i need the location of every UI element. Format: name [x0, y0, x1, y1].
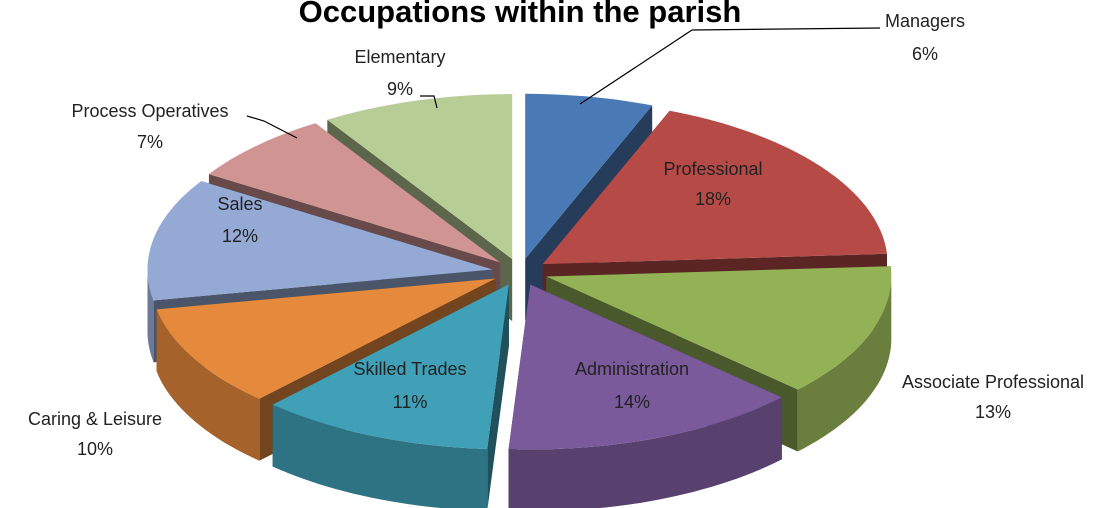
slice: [156, 278, 496, 399]
slice-label: Sales: [217, 194, 262, 214]
leader-line: [246, 115, 298, 139]
slice-value-label: 13%: [975, 402, 1011, 422]
slice: [525, 93, 653, 259]
slice-value-label: 18%: [695, 189, 731, 209]
slice-value-label: 14%: [614, 392, 650, 412]
slice-value-label: 12%: [222, 226, 258, 246]
slice-value-label: 7%: [137, 132, 163, 152]
slice: [508, 284, 782, 450]
slice-value-label: 10%: [77, 439, 113, 459]
slice-value-label: 9%: [387, 79, 413, 99]
slice-value-label: 11%: [393, 392, 428, 412]
slice-label: Process Operatives: [71, 101, 228, 121]
slice: [147, 181, 493, 301]
slice-wall: [797, 276, 892, 452]
slice-label: Administration: [575, 359, 689, 379]
leader-line: [579, 27, 881, 105]
slice-label: Skilled Trades: [353, 359, 466, 379]
slice-wall: [147, 269, 154, 363]
slice: [208, 123, 501, 263]
slice-wall: [156, 309, 260, 461]
slice-label: Elementary: [354, 47, 445, 67]
slice-wall: [272, 404, 488, 508]
slice: [542, 110, 887, 265]
slice-label: Caring & Leisure: [28, 409, 162, 429]
slice-label: Professional: [663, 159, 762, 179]
slice: [327, 94, 513, 260]
slice: [546, 266, 892, 390]
slice: [272, 284, 509, 449]
slice-label: Managers: [885, 11, 965, 31]
slice-value-label: 6%: [912, 44, 938, 64]
slice-wall: [508, 397, 782, 508]
chart-title: Occupations within the parish: [299, 0, 742, 29]
leader-line: [420, 95, 438, 109]
slice-label: Associate Professional: [902, 372, 1084, 392]
